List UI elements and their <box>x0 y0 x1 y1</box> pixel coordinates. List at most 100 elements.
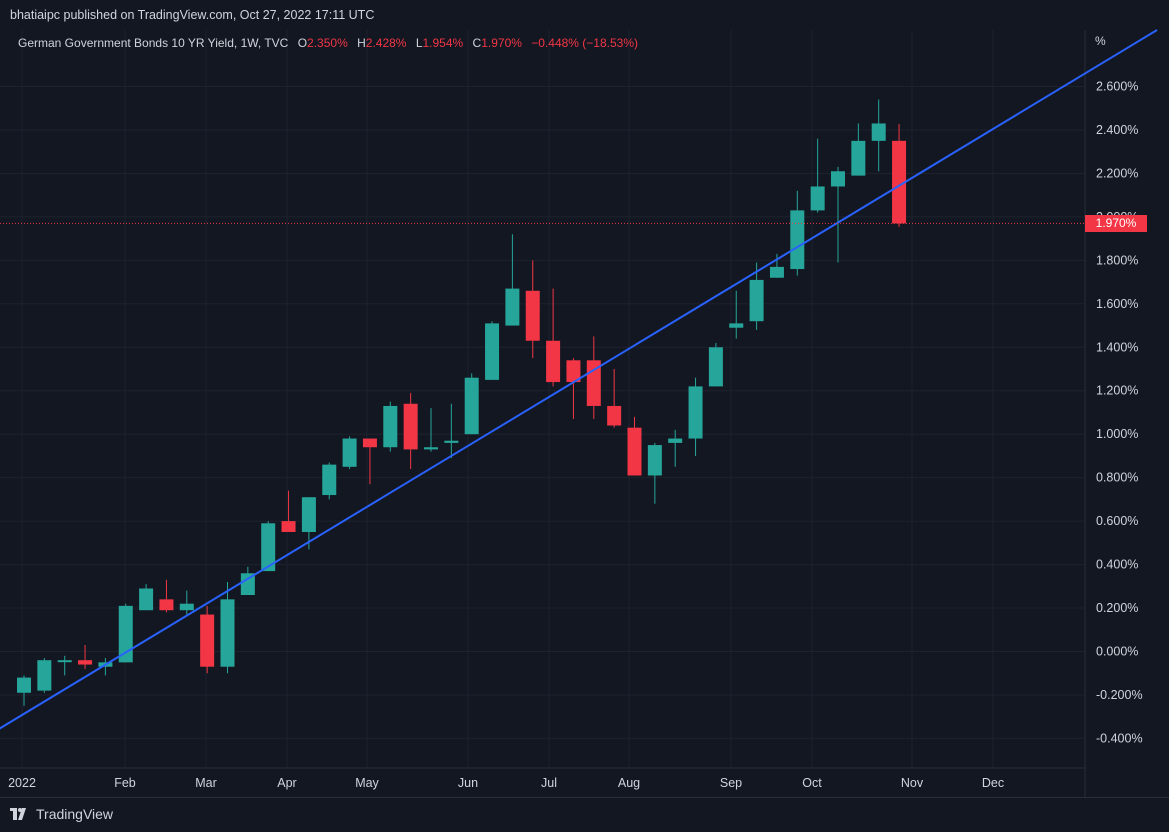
time-tick-label: Feb <box>114 776 136 790</box>
candle-body <box>342 438 357 467</box>
candle <box>342 436 357 469</box>
time-axis[interactable]: 2022 Feb Mar Apr May Jun Jul Aug Sep Oct Nov Dec <box>8 776 1004 790</box>
candle <box>57 655 72 676</box>
price-tick-label: 2.200% <box>1096 166 1138 180</box>
candle <box>301 497 316 550</box>
candle <box>362 438 377 485</box>
candle-body <box>871 123 886 141</box>
change-value: −0.448% (−18.53%) <box>531 36 639 50</box>
candle <box>403 392 418 469</box>
candle-body <box>566 360 581 383</box>
price-unit-label: % <box>1095 34 1106 48</box>
candle <box>424 408 438 452</box>
grid <box>0 30 1085 768</box>
candle-body <box>424 447 438 450</box>
candle <box>810 138 825 213</box>
close-label: C <box>472 36 482 50</box>
time-tick-label: Mar <box>195 776 217 790</box>
candle <box>464 373 479 435</box>
price-tick-label: 1.200% <box>1096 384 1138 398</box>
candle <box>78 644 93 669</box>
candle <box>139 584 154 611</box>
candle-body <box>403 403 418 450</box>
price-tick-label: 0.000% <box>1096 645 1138 659</box>
candlestick-chart[interactable]: -0.400% -0.200% 0.000% 0.200% 0.400% 0.600% 0.… <box>0 0 1169 797</box>
price-tick-label: 0.600% <box>1096 514 1138 528</box>
candle-body <box>220 599 235 667</box>
candle-body <box>78 660 93 665</box>
top-bar: bhatiaipc published on TradingView.com, … <box>0 0 1169 30</box>
candle <box>505 234 520 326</box>
candle <box>871 99 886 172</box>
price-tick-label: 1.000% <box>1096 427 1138 441</box>
candle <box>200 605 215 674</box>
candle <box>485 321 500 380</box>
time-tick-label: Nov <box>901 776 924 790</box>
time-tick-label: Oct <box>802 776 822 790</box>
candle-body <box>179 603 194 611</box>
trend-line[interactable] <box>0 29 1158 768</box>
price-tick-label: 0.200% <box>1096 601 1138 615</box>
candle <box>220 581 235 674</box>
price-tick-label: 2.600% <box>1096 80 1138 94</box>
candle-body <box>749 279 764 322</box>
price-tick-label: 0.800% <box>1096 471 1138 485</box>
symbol-legend: German Government Bonds 10 YR Yield, 1W,… <box>18 36 638 50</box>
brand-name: TradingView <box>36 806 114 822</box>
candle <box>607 369 622 428</box>
candle <box>322 462 337 500</box>
candle <box>179 590 194 615</box>
time-tick-label: Jun <box>458 776 478 790</box>
candle <box>688 377 703 456</box>
candle <box>566 358 581 419</box>
candle <box>383 401 398 452</box>
candle-body <box>301 497 316 532</box>
candle <box>525 260 540 359</box>
low-value: 1.954% <box>422 36 464 50</box>
close-value: 1.970% <box>481 36 522 50</box>
low-label: L <box>415 36 423 50</box>
candle <box>749 262 764 330</box>
candle <box>17 675 31 706</box>
candle <box>769 253 784 278</box>
candle-body <box>505 288 520 326</box>
symbol-name: German Government Bonds 10 YR Yield, 1W,… <box>18 36 289 50</box>
candle-body <box>240 573 255 596</box>
last-price-tag: 1.970% <box>1085 215 1147 232</box>
candle <box>240 566 255 596</box>
tradingview-logo-icon <box>10 808 26 820</box>
candle-body <box>57 660 72 663</box>
price-tick-label: 1.800% <box>1096 253 1138 267</box>
candle-body <box>261 523 276 572</box>
candle <box>444 403 459 459</box>
candle-body <box>485 323 500 380</box>
open-label: O <box>297 36 308 50</box>
candle <box>647 442 662 504</box>
candle-body <box>831 171 845 187</box>
candle <box>790 190 805 276</box>
candle-body <box>708 347 723 387</box>
time-tick-label: Aug <box>618 776 640 790</box>
candle <box>159 579 174 613</box>
time-tick-label: 2022 <box>8 776 36 790</box>
candle <box>831 166 845 263</box>
candle-body <box>627 427 642 476</box>
price-tick-label: 1.400% <box>1096 340 1138 354</box>
price-axis[interactable]: -0.400% -0.200% 0.000% 0.200% 0.400% 0.600% 0.… <box>1096 80 1143 746</box>
candle-body <box>322 464 337 496</box>
time-tick-label: Jul <box>541 776 557 790</box>
candle-body <box>139 588 154 611</box>
candle-body <box>159 599 174 611</box>
candle-body <box>607 405 622 426</box>
tradingview-logo[interactable]: TradingView <box>10 806 113 822</box>
price-tick-label: -0.200% <box>1096 688 1143 702</box>
candles <box>17 99 907 706</box>
candle-body <box>525 290 540 341</box>
time-tick-label: May <box>355 776 379 790</box>
footer-bar: TradingView <box>0 797 1169 832</box>
candle-body <box>444 440 459 443</box>
time-tick-label: Apr <box>277 776 296 790</box>
candle-body <box>37 660 52 691</box>
candle <box>708 342 723 387</box>
candle <box>627 416 642 476</box>
